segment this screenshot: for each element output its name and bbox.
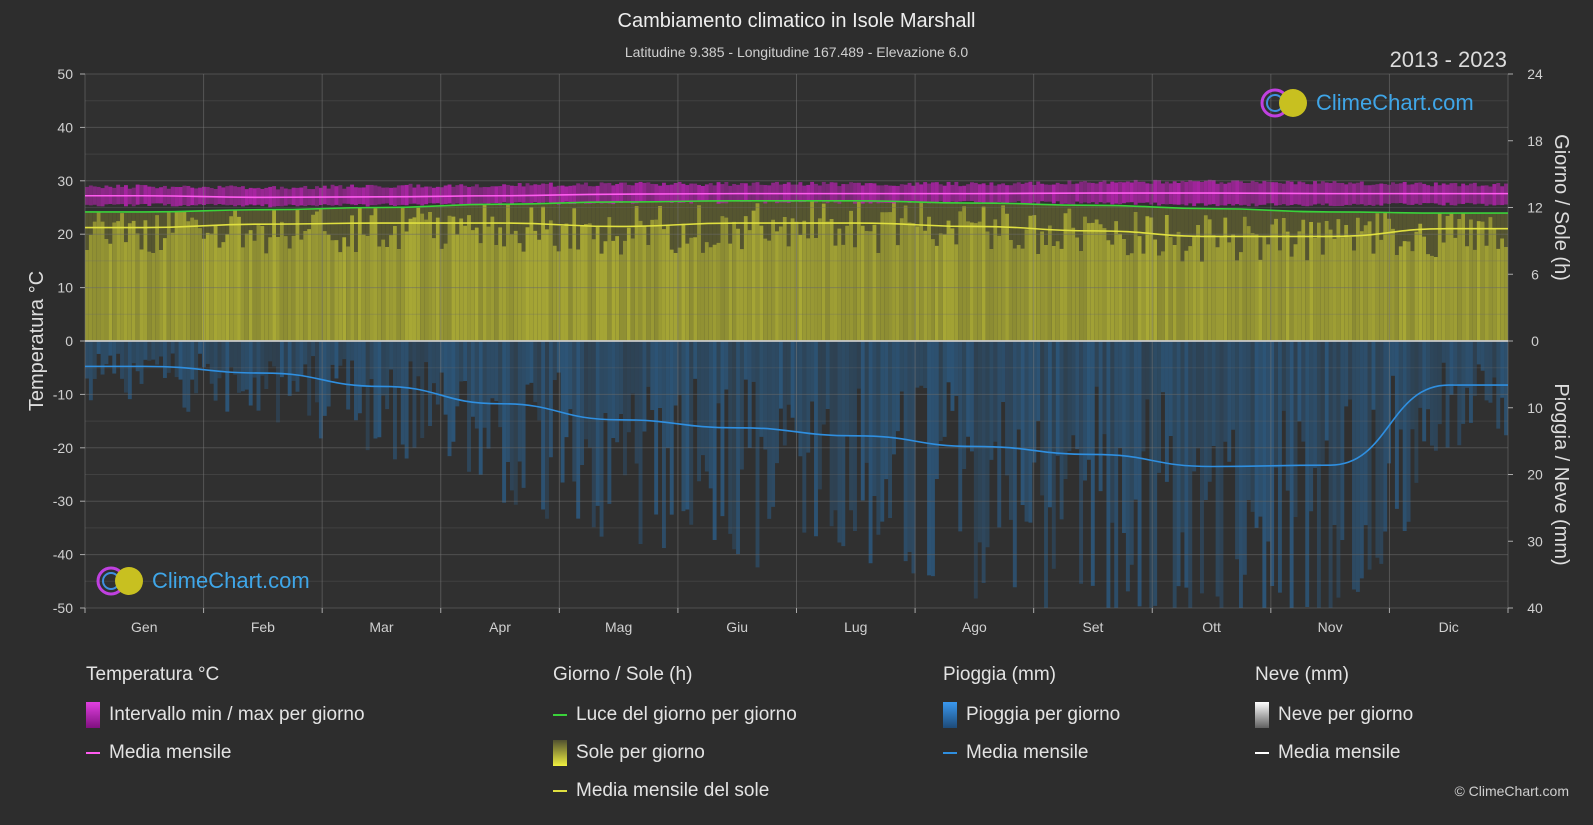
x-tick-label-month: Ott	[1202, 619, 1221, 635]
y-tick-label-temp: -10	[53, 386, 73, 402]
x-tick-label-month: Lug	[844, 619, 867, 635]
daylight-swatch	[553, 714, 567, 716]
y-tick-label-temp: 30	[57, 173, 73, 189]
snow-swatch	[1255, 702, 1269, 728]
x-tick-label-month: Mag	[605, 619, 632, 635]
y-tick-label-hours: 6	[1531, 266, 1539, 282]
logo-bottom-left[interactable]: ClimeChart.com	[94, 564, 310, 598]
legend-sun-head: Giorno / Sole (h)	[553, 664, 693, 685]
legend-sun-mean: Media mensile del sole	[576, 780, 770, 801]
sun-mean-line	[85, 222, 1508, 238]
climechart-logo-icon	[96, 566, 143, 596]
snow-mean-swatch	[1255, 752, 1269, 754]
temp-mean-swatch	[86, 752, 100, 754]
logo-text: ClimeChart.com	[1316, 90, 1474, 115]
y-tick-label-hours: 12	[1527, 200, 1543, 216]
daylight-line	[85, 200, 1508, 214]
chart-subtitle: Latitudine 9.385 - Longitudine 167.489 -…	[624, 44, 969, 60]
y-tick-label-temp: -20	[53, 440, 73, 456]
y-tick-label-temp: 50	[57, 66, 73, 82]
year-range: 2013 - 2023	[1389, 47, 1507, 72]
x-tick-label-month: Ago	[962, 619, 987, 635]
y-axis-title-rain: Pioggia / Neve (mm)	[1550, 383, 1572, 565]
sun-mean-swatch	[553, 790, 567, 792]
legend-temp-band: Intervallo min / max per giorno	[109, 704, 365, 725]
x-tick-label-month: Set	[1082, 619, 1103, 635]
y-tick-label-temp: 20	[57, 226, 73, 242]
y-tick-label-hours: 24	[1527, 66, 1543, 82]
legend-temp-mean: Media mensile	[109, 742, 232, 763]
temp-mean-line	[85, 192, 1508, 199]
copyright: © ClimeChart.com	[1454, 783, 1569, 799]
legend-daylight: Luce del giorno per giorno	[576, 704, 797, 725]
legend-snow-head: Neve (mm)	[1255, 664, 1349, 685]
y-tick-label-temp: -30	[53, 493, 73, 509]
x-tick-label-month: Dic	[1439, 619, 1459, 635]
y-axis-title-hours: Giorno / Sole (h)	[1550, 134, 1572, 281]
x-tick-label-month: Giu	[726, 619, 748, 635]
y-tick-label-rain: 40	[1527, 600, 1543, 616]
legend-sun: Sole per giorno	[576, 742, 705, 763]
legend-rain: Pioggia per giorno	[966, 704, 1121, 725]
climechart-logo-icon	[1260, 88, 1307, 118]
legend-snow: Neve per giorno	[1278, 704, 1414, 725]
y-tick-label-temp: 10	[57, 280, 73, 296]
x-tick-label-month: Feb	[251, 619, 275, 635]
logo-text: ClimeChart.com	[152, 568, 310, 593]
legend-snow-mean: Media mensile	[1278, 742, 1401, 763]
y-axis-title-temp: Temperatura °C	[26, 271, 48, 411]
legend-temperature: Temperatura °C Intervallo min / max per …	[86, 664, 365, 772]
y-tick-label-temp: 0	[65, 333, 73, 349]
y-tick-label-hours: 18	[1527, 133, 1543, 149]
y-tick-label-rain: 30	[1527, 533, 1543, 549]
x-tick-label-month: Gen	[131, 619, 157, 635]
y-tick-label-temp: 40	[57, 119, 73, 135]
x-tick-label-month: Nov	[1318, 619, 1343, 635]
x-tick-label-month: Apr	[489, 619, 511, 635]
y-tick-label-temp: -40	[53, 547, 73, 563]
x-tick-label-month: Mar	[369, 619, 393, 635]
logo-top-right[interactable]: ClimeChart.com	[1258, 86, 1474, 120]
rain-mean-line	[85, 365, 1508, 468]
sun-swatch	[553, 740, 567, 766]
legend-snow: Neve (mm) Neve per giorno Media mensile	[1255, 664, 1413, 772]
legend-temp-head: Temperatura °C	[86, 664, 220, 685]
y-tick-label-temp: -50	[53, 600, 73, 616]
legend-rain: Pioggia (mm) Pioggia per giorno Media me…	[943, 664, 1120, 772]
chart-title: Cambiamento climatico in Isole Marshall	[617, 10, 976, 32]
y-tick-label-rain: 10	[1527, 400, 1543, 416]
rain-mean-swatch	[943, 752, 957, 754]
rain-swatch	[943, 702, 957, 728]
temp-band-swatch	[86, 702, 100, 728]
legend-sun: Giorno / Sole (h) Luce del giorno per gi…	[553, 664, 797, 810]
legend-rain-head: Pioggia (mm)	[943, 664, 1056, 685]
y-tick-label-hours: 0	[1531, 333, 1539, 349]
legend-rain-mean: Media mensile	[966, 742, 1089, 763]
y-tick-label-rain: 20	[1527, 467, 1543, 483]
